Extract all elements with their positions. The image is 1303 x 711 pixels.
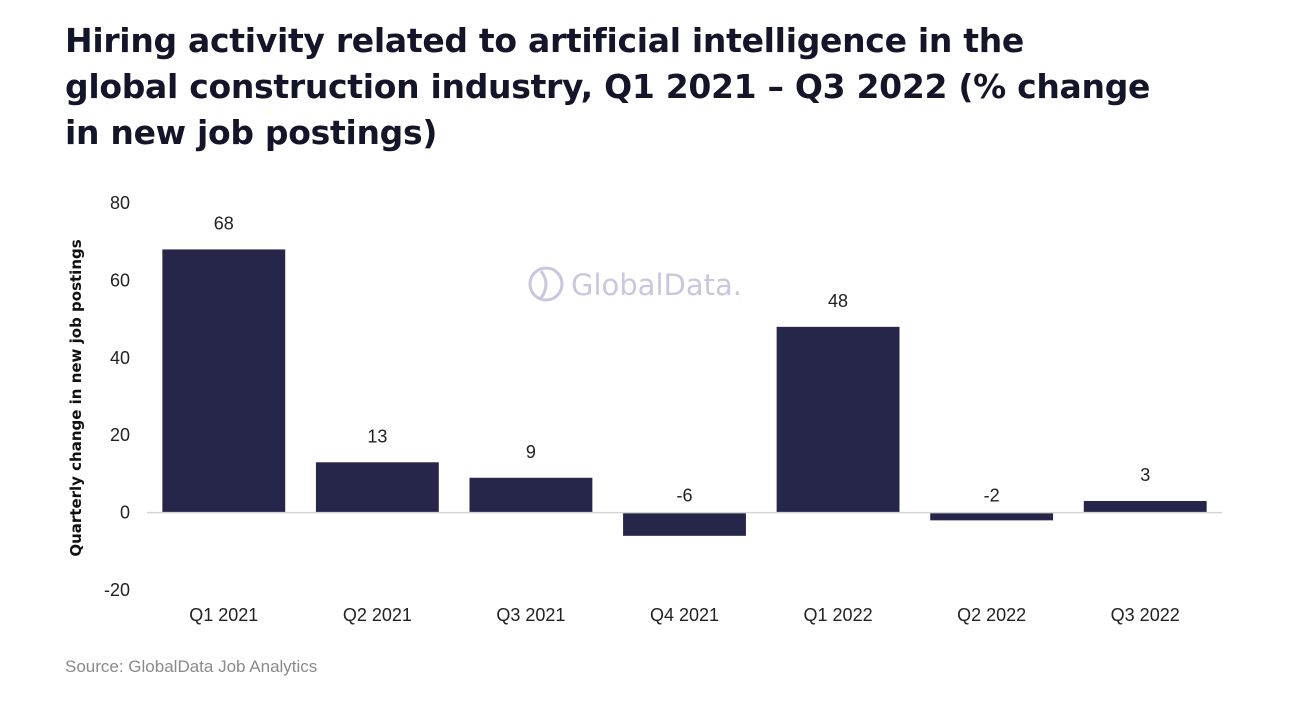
source-note: Source: GlobalData Job Analytics [65,657,318,676]
y-tick-label: 20 [110,425,130,445]
bar [162,249,286,513]
bar [315,462,439,513]
x-tick-label: Q1 2021 [189,605,258,625]
data-label: 13 [367,426,387,446]
x-tick-label: Q3 2022 [1111,605,1180,625]
y-axis-label: Quarterly change in new job postings [67,239,85,556]
x-tick-label: Q4 2021 [650,605,719,625]
y-tick-label: 40 [110,348,130,368]
bar [776,326,900,513]
globaldata-watermark: GlobalData. [528,266,742,302]
chart-title-line-3: in new job postings) [65,113,438,152]
chart-title-line-1: Hiring activity related to artificial in… [65,21,1024,60]
chart-title: Hiring activity related to artificial in… [65,18,1165,156]
data-label: 68 [214,213,234,233]
data-label: 9 [526,442,536,462]
y-tick-label: 60 [110,270,130,290]
data-label: 3 [1140,465,1150,485]
bar [1083,500,1207,513]
data-label: -6 [676,486,692,506]
x-tick-label: Q1 2022 [804,605,873,625]
bar [469,477,593,513]
x-tick-label: Q3 2021 [496,605,565,625]
data-label: -2 [984,486,1000,506]
watermark-text: GlobalData. [571,268,742,302]
y-tick-label: 0 [120,503,130,523]
x-tick-label: Q2 2021 [343,605,412,625]
chart-title-line-2: global construction industry, Q1 2021 – … [65,67,1151,106]
data-label: 48 [828,291,848,311]
y-tick-label: 80 [110,193,130,213]
x-tick-label: Q2 2022 [957,605,1026,625]
globaldata-logo-icon [528,266,564,302]
y-tick-label: -20 [104,580,130,600]
bar [623,512,746,536]
bar [930,512,1054,521]
